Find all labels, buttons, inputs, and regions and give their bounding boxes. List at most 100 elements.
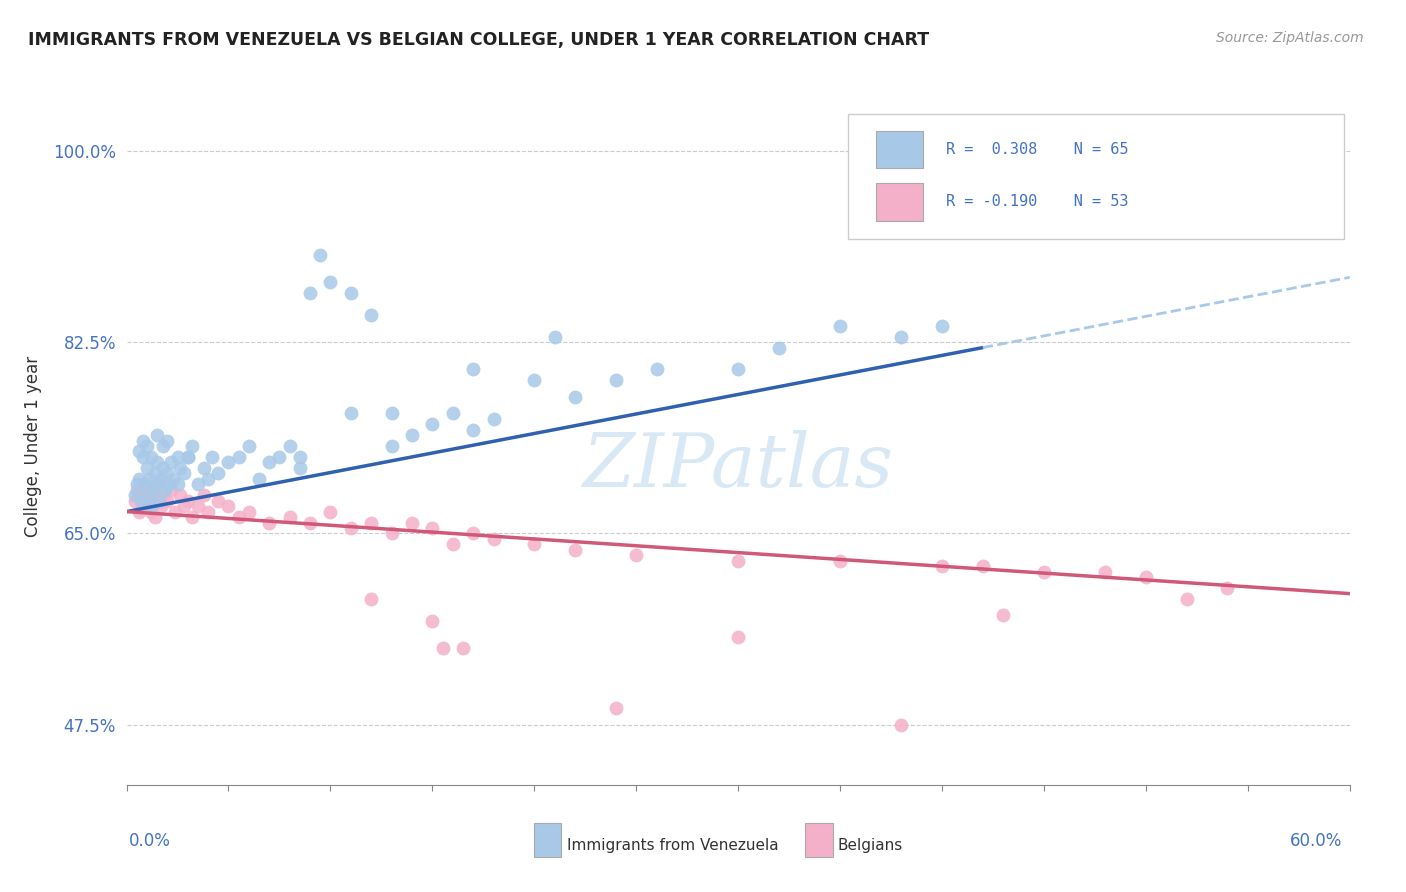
Point xyxy=(197,505,219,519)
Point xyxy=(461,362,484,376)
Text: ZIPatlas: ZIPatlas xyxy=(582,430,894,502)
Point xyxy=(146,428,169,442)
Point xyxy=(187,499,209,513)
Point xyxy=(890,718,912,732)
Point xyxy=(360,592,382,607)
Point xyxy=(139,505,162,519)
Point xyxy=(146,477,169,491)
Point xyxy=(890,329,912,343)
Point xyxy=(193,488,215,502)
Point xyxy=(166,450,188,464)
Point xyxy=(148,493,170,508)
Point xyxy=(160,455,183,469)
Point xyxy=(523,537,546,551)
Point xyxy=(152,439,174,453)
Point xyxy=(259,455,281,469)
Point xyxy=(228,510,250,524)
Point xyxy=(1216,581,1239,595)
Point xyxy=(138,483,160,497)
Text: Belgians: Belgians xyxy=(838,838,903,853)
Point xyxy=(148,477,170,491)
Point xyxy=(605,701,627,715)
Point xyxy=(461,423,484,437)
Text: 60.0%: 60.0% xyxy=(1291,831,1343,849)
Text: Immigrants from Venezuela: Immigrants from Venezuela xyxy=(567,838,779,853)
Point xyxy=(177,450,200,464)
Point xyxy=(1135,570,1157,584)
Point xyxy=(155,483,177,497)
Point xyxy=(441,537,464,551)
Point xyxy=(187,477,209,491)
Point xyxy=(238,505,260,519)
Point xyxy=(173,499,195,513)
Point xyxy=(124,493,146,508)
Point xyxy=(340,521,363,535)
Point xyxy=(143,467,166,481)
Point xyxy=(157,477,180,491)
Text: R =  0.308    N = 65: R = 0.308 N = 65 xyxy=(946,142,1129,157)
Point xyxy=(605,373,627,387)
Point xyxy=(626,549,648,563)
Point xyxy=(150,499,173,513)
Point xyxy=(461,526,484,541)
Point xyxy=(135,488,157,502)
Point xyxy=(135,493,157,508)
Point xyxy=(207,493,229,508)
Point xyxy=(319,505,342,519)
Point xyxy=(193,461,215,475)
Point xyxy=(422,417,444,431)
Point xyxy=(931,318,953,333)
Point xyxy=(134,477,156,491)
Point xyxy=(278,510,301,524)
Point xyxy=(269,450,291,464)
Point xyxy=(482,411,505,425)
Point xyxy=(142,483,165,497)
FancyBboxPatch shape xyxy=(876,131,922,169)
Point xyxy=(993,608,1015,623)
Point xyxy=(180,510,202,524)
Point xyxy=(340,285,363,300)
Point xyxy=(142,488,165,502)
Point xyxy=(564,542,586,557)
Point xyxy=(152,488,174,502)
Text: 0.0%: 0.0% xyxy=(129,831,172,849)
Point xyxy=(543,329,565,343)
Point xyxy=(146,455,169,469)
Point xyxy=(124,488,146,502)
Point xyxy=(177,493,200,508)
Point xyxy=(380,406,404,420)
Y-axis label: College, Under 1 year: College, Under 1 year xyxy=(24,355,42,537)
Point xyxy=(768,341,790,355)
Point xyxy=(143,510,166,524)
Point xyxy=(259,516,281,530)
Point xyxy=(288,450,311,464)
Point xyxy=(152,461,174,475)
Point xyxy=(422,521,444,535)
Point xyxy=(451,641,474,656)
Point xyxy=(309,247,332,261)
Point xyxy=(139,450,162,464)
Point xyxy=(132,450,155,464)
Point xyxy=(217,499,239,513)
Point xyxy=(169,461,191,475)
Point xyxy=(166,477,188,491)
Point xyxy=(150,472,173,486)
Point xyxy=(401,428,423,442)
Point xyxy=(931,559,953,574)
Point xyxy=(129,493,152,508)
Point xyxy=(432,641,454,656)
Point xyxy=(128,472,150,486)
Point xyxy=(128,444,150,458)
Point xyxy=(132,434,155,448)
Point xyxy=(207,467,229,481)
Point xyxy=(288,461,311,475)
Point xyxy=(299,516,322,530)
Point xyxy=(319,275,342,289)
Point xyxy=(201,450,224,464)
Point xyxy=(727,362,749,376)
Text: IMMIGRANTS FROM VENEZUELA VS BELGIAN COLLEGE, UNDER 1 YEAR CORRELATION CHART: IMMIGRANTS FROM VENEZUELA VS BELGIAN COL… xyxy=(28,31,929,49)
Point xyxy=(247,472,270,486)
Point xyxy=(238,439,260,453)
Point xyxy=(135,439,157,453)
Point xyxy=(156,467,179,481)
